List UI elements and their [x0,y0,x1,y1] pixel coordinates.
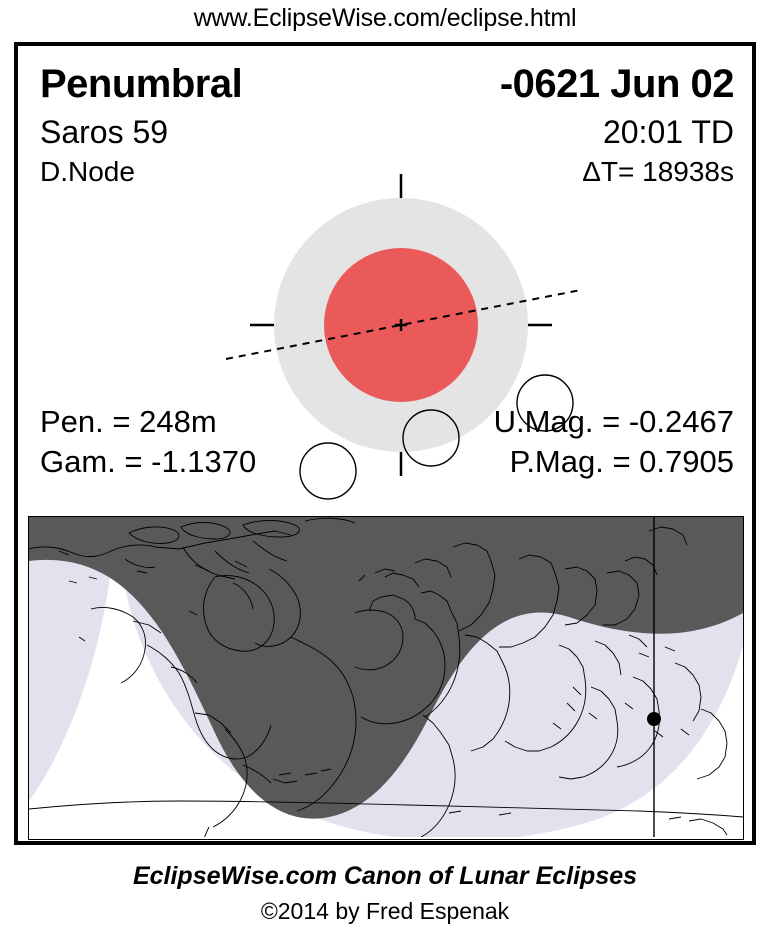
node-label: D.Node [40,156,135,187]
shadow-geometry-diagram [225,174,582,500]
moon-path-line [225,289,582,360]
source-url: www.EclipseWise.com/eclipse.html [193,4,577,32]
world-map-svg [29,517,743,837]
penumbral-duration-value: Pen. = 248m [40,404,217,439]
eclipse-type-title: Penumbral [40,62,243,106]
eclipse-date: -0621 Jun 02 [499,62,735,106]
map-coastlines [29,517,743,837]
delta-t-value: ΔT= 18938s [582,156,734,187]
zenith-point-marker [647,712,661,726]
umbral-magnitude-value: U.Mag. = -0.2467 [493,404,734,439]
moon-disk-second [402,409,460,467]
gamma-value: Gam. = -1.1370 [40,444,257,479]
eclipse-panel: Penumbral -0621 Jun 02 Saros 59 D.Node 2… [14,42,756,845]
saros-series-label: Saros 59 [40,114,169,150]
greatest-eclipse-time: 20:01 TD [602,114,734,150]
map-night-region [29,517,743,819]
penumbral-magnitude-value: P.Mag. = 0.7905 [509,444,734,479]
visibility-map [28,516,744,840]
moon-disk-first [299,442,357,500]
copyright-notice: ©2014 by Fred Espenak [260,898,510,924]
moon-disk-third [516,374,574,432]
canon-caption: EclipseWise.com Canon of Lunar Eclipses [132,862,638,890]
